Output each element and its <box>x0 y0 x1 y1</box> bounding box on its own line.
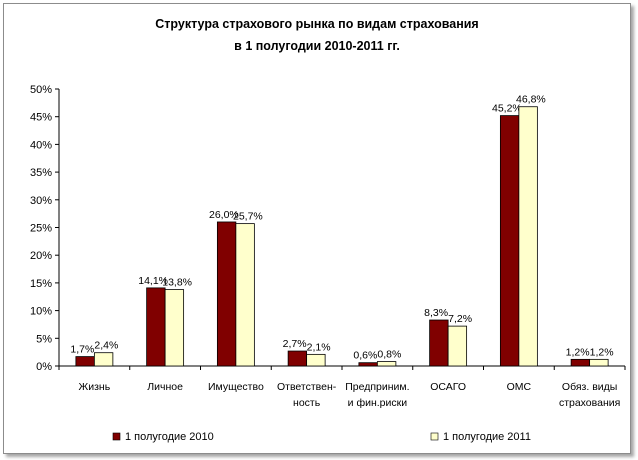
legend-label-2011: 1 полугодие 2011 <box>443 431 531 443</box>
data-label: 45,2% <box>492 103 522 115</box>
bar <box>75 356 95 367</box>
y-tick-label: 15% <box>30 278 52 290</box>
y-tick-label: 10% <box>30 306 52 318</box>
bar <box>518 106 538 367</box>
bar <box>287 350 308 367</box>
chart-frame: Структура страхового рынка по видам стра… <box>3 3 631 454</box>
chart-axes: 0% 5% 10% 15% 20% 25% 30% 35% 40% 45% 50% <box>30 84 626 373</box>
data-label: 2,4% <box>94 340 118 352</box>
category-label: и фин.риски <box>348 397 408 409</box>
data-label: 25,7% <box>233 211 263 223</box>
bar <box>146 287 166 367</box>
bar <box>164 289 185 367</box>
y-tick-label: 20% <box>30 250 52 262</box>
data-label: 1,2% <box>590 346 614 358</box>
data-label: 13,8% <box>162 277 192 289</box>
chart-legend: 1 полугодие 2010 1 полугодие 2011 <box>112 431 531 443</box>
data-label: 2,7% <box>283 338 307 350</box>
chart-title: Структура страхового рынка по видам стра… <box>155 17 478 53</box>
legend-swatch-2010 <box>112 432 121 441</box>
category-label: Личное <box>147 381 183 393</box>
data-label: 7,2% <box>448 313 472 325</box>
bar <box>358 362 378 367</box>
category-label: Ответствен- <box>277 381 337 393</box>
data-label: 14,1% <box>138 275 168 287</box>
y-tick-label: 0% <box>36 361 52 373</box>
category-label: ОСАГО <box>430 381 466 393</box>
category-label: страхования <box>559 397 620 409</box>
legend-swatch-2011 <box>430 432 439 441</box>
y-tick-label: 30% <box>30 195 52 207</box>
data-label: 0,8% <box>377 349 401 361</box>
bar <box>93 352 114 367</box>
y-tick-label: 25% <box>30 223 52 235</box>
chart-title-line-2: в 1 полугодии 2010-2011 гг. <box>234 39 400 53</box>
data-label: 2,1% <box>307 341 331 353</box>
category-label: ность <box>293 397 321 409</box>
y-tick-label: 35% <box>30 167 52 179</box>
bar <box>499 115 520 367</box>
y-tick-label: 45% <box>30 112 52 124</box>
bar <box>589 358 609 367</box>
bar <box>429 319 449 367</box>
category-label: Жизнь <box>79 381 111 393</box>
category-label: Обяз. виды <box>562 381 617 393</box>
bar <box>376 361 397 367</box>
data-label: 26,0% <box>209 209 239 221</box>
bar <box>447 325 468 367</box>
bar <box>216 221 237 367</box>
chart-title-line-1: Структура страхового рынка по видам стра… <box>155 17 478 31</box>
chart-bars: 1,7% 2,4% 14,1%13,8% 26,0%25,7% 2,7% 2,1% 0,6%… <box>70 94 614 367</box>
data-label: 1,2% <box>566 346 590 358</box>
y-tick-label: 50% <box>30 84 52 96</box>
bar <box>570 358 591 367</box>
y-tick-label: 40% <box>30 139 52 151</box>
legend-label-2010: 1 полугодие 2010 <box>125 431 214 443</box>
bar-chart: Структура страхового рынка по видам стра… <box>30 17 626 443</box>
data-label: 0,6% <box>353 350 377 362</box>
bar <box>235 223 255 367</box>
category-label: ОМС <box>507 381 532 393</box>
data-label: 8,3% <box>424 307 448 319</box>
category-labels: Жизнь Личное Имущество Ответствен-ность Пред… <box>79 381 621 409</box>
category-label: Имущество <box>208 381 264 393</box>
bar <box>306 353 326 367</box>
y-tick-label: 5% <box>36 333 52 345</box>
data-label: 1,7% <box>70 344 94 356</box>
category-label: Предприним. <box>345 381 409 393</box>
data-label: 46,8% <box>516 94 546 106</box>
